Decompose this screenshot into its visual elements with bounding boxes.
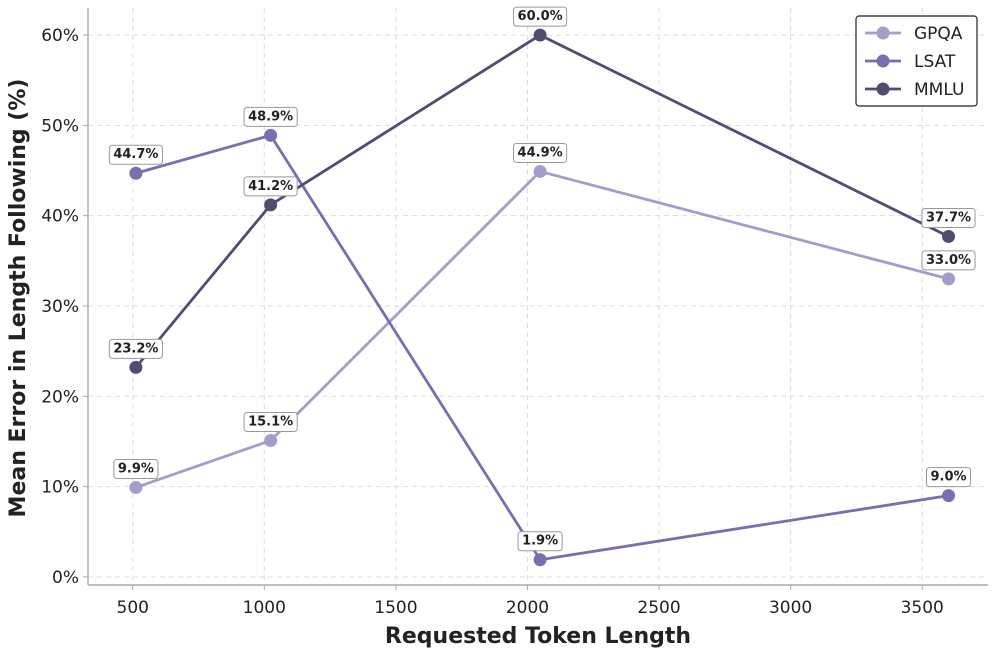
data-point-lsat: [129, 166, 143, 180]
data-point-gpqa: [942, 272, 956, 286]
data-label-text: 37.7%: [926, 210, 971, 225]
data-label-text: 33.0%: [926, 253, 971, 268]
data-label-text: 9.0%: [930, 470, 966, 485]
legend-swatch-marker: [876, 82, 890, 96]
data-point-mmlu: [129, 360, 143, 374]
data-point-lsat: [942, 489, 956, 503]
data-point-gpqa: [264, 434, 278, 448]
y-tick-label: 40%: [41, 207, 79, 227]
data-label-text: 9.9%: [118, 461, 154, 476]
legend-item-lsat: LSAT: [865, 52, 956, 72]
data-label-box: [513, 142, 568, 163]
data-point-mmlu: [533, 28, 547, 42]
data-point-gpqa: [533, 164, 547, 178]
data-label-box: [113, 458, 159, 479]
data-label-box: [513, 6, 568, 27]
data-label-mmlu: 41.2%: [243, 176, 298, 197]
grid-layer: [88, 8, 988, 585]
legend-swatch-marker: [876, 54, 890, 68]
data-label-box: [517, 531, 563, 552]
tick-labels: 500 1000 1500 2000 2500 3000 3500 0% 10% 20% 30% 40…: [41, 26, 944, 618]
data-label-box: [925, 467, 972, 488]
x-tick-label: 1000: [243, 598, 286, 618]
series-line-mmlu: [134, 33, 950, 369]
x-tick-label: 1500: [374, 598, 417, 618]
x-tick-label: 2500: [637, 598, 680, 618]
data-label-text: 41.2%: [248, 179, 293, 194]
data-label-text: 23.2%: [113, 341, 158, 356]
data-label-box: [108, 338, 163, 359]
data-label-box: [108, 144, 163, 165]
y-tick-label: 20%: [41, 387, 79, 407]
y-tick-label: 10%: [41, 478, 79, 498]
data-point-lsat: [533, 553, 547, 567]
y-tick-label: 30%: [41, 297, 79, 317]
legend-item-gpqa: GPQA: [865, 24, 963, 44]
legend-label: MMLU: [914, 80, 964, 100]
data-label-mmlu: 37.7%: [921, 207, 976, 228]
series-line-lsat: [135, 133, 949, 562]
data-label-lsat: 44.7%: [108, 144, 163, 165]
data-label-text: 48.9%: [248, 109, 293, 124]
x-tick-label: 3500: [901, 598, 944, 618]
data-label-gpqa: 15.1%: [243, 412, 298, 433]
legend-label: LSAT: [914, 52, 956, 72]
data-label-box: [243, 176, 298, 197]
data-label-mmlu: 23.2%: [108, 338, 163, 359]
data-label-gpqa: 9.9%: [113, 458, 159, 479]
data-label-box: [921, 250, 976, 271]
data-label-lsat: 1.9%: [517, 531, 563, 552]
legend-item-mmlu: MMLU: [865, 80, 964, 100]
data-point-mmlu: [264, 198, 278, 212]
x-axis-title: Requested Token Length: [385, 624, 691, 649]
data-label-text: 44.7%: [113, 147, 158, 162]
data-label-gpqa: 33.0%: [921, 250, 976, 271]
data-point-gpqa: [129, 480, 143, 494]
legend: GPQA LSAT MMLU: [855, 15, 978, 107]
data-labels: 9.9% 15.1% 44.9% 33.0% 44.7% 48.9% 1.9% 9.0% 23.…: [108, 6, 976, 552]
data-point-mmlu: [942, 229, 956, 243]
legend-swatch-marker: [876, 26, 890, 40]
data-label-text: 1.9%: [522, 534, 558, 549]
x-tick-label: 2000: [506, 598, 549, 618]
series-layer: [129, 28, 956, 567]
y-tick-label: 50%: [41, 116, 79, 136]
data-label-lsat: 9.0%: [925, 467, 972, 488]
data-label-box: [921, 207, 976, 228]
y-tick-label: 0%: [52, 568, 79, 588]
data-label-text: 44.9%: [518, 145, 563, 160]
data-label-box: [243, 412, 298, 433]
data-point-lsat: [264, 128, 278, 142]
x-tick-label: 500: [117, 598, 149, 618]
series-line-gpqa: [135, 170, 949, 489]
data-label-gpqa: 44.9%: [513, 142, 568, 163]
x-tick-label: 3000: [769, 598, 812, 618]
data-label-text: 60.0%: [518, 9, 563, 24]
data-label-box: [243, 106, 298, 127]
data-label-text: 15.1%: [248, 415, 293, 430]
y-tick-label: 60%: [41, 26, 79, 46]
axes-layer: [87, 8, 988, 586]
y-axis-title: Mean Error in Length Following (%): [6, 79, 31, 518]
data-label-mmlu: 60.0%: [513, 6, 568, 27]
data-label-lsat: 48.9%: [243, 106, 298, 127]
legend-label: GPQA: [914, 24, 963, 44]
